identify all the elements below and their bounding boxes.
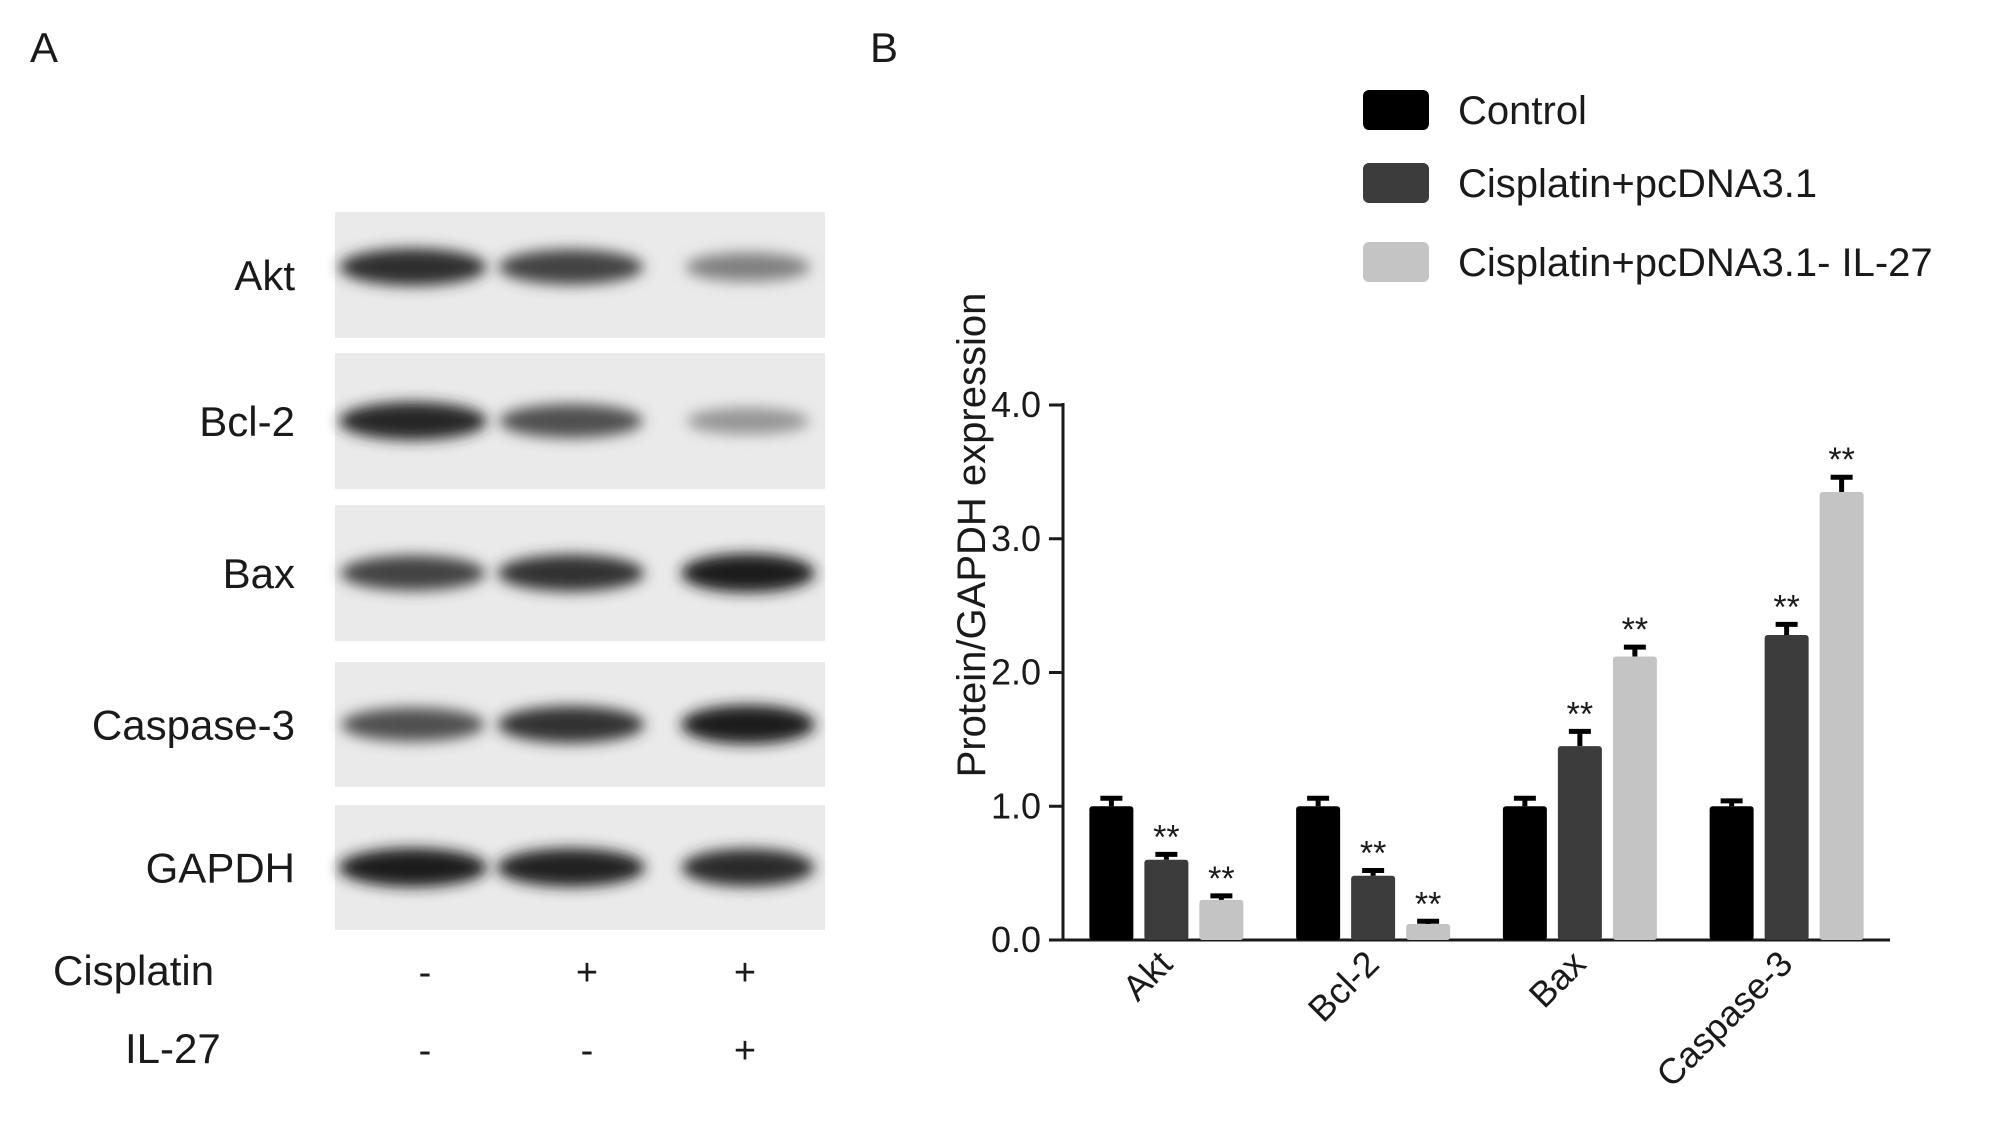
bar-control-bcl-2	[1296, 806, 1341, 940]
blot-band	[340, 555, 486, 591]
bar-group-caspase-3: ** **	[1709, 441, 1864, 940]
legend-item-cisplatin-pcdna3-1-il-27: Cisplatin+pcDNA3.1- IL-27	[1363, 241, 1933, 285]
panel-a: A Akt Bcl-2 Bax Caspase-3 GAPDH Cisplatin - + +…	[30, 24, 825, 1072]
blot-band	[497, 554, 645, 592]
legend-label: Cisplatin+pcDNA3.1	[1458, 162, 1817, 206]
blot-label-akt: Akt	[234, 252, 295, 299]
blot-band	[686, 407, 810, 435]
y-tick-label: 3.0	[991, 518, 1041, 559]
condition-sign: +	[576, 952, 598, 994]
x-tick-label-bcl-2: Bcl-2	[1300, 943, 1387, 1030]
bar-cisplatin-pcdna3-1-caspase-3	[1764, 635, 1809, 940]
bar-cisplatin-pcdna3-1-bcl-2	[1351, 875, 1396, 940]
legend-item-control: Control	[1363, 89, 1587, 133]
bar-control-bax	[1502, 806, 1547, 940]
bar-group-akt: ** **	[1089, 795, 1244, 940]
condition-label: Cisplatin	[53, 947, 214, 994]
legend-item-cisplatin-pcdna3-1: Cisplatin+pcDNA3.1	[1363, 162, 1817, 206]
y-axis-title: Protein/GAPDH expression	[950, 293, 994, 778]
y-tick-label: 4.0	[991, 384, 1041, 425]
condition-sign: -	[419, 1030, 432, 1072]
treatment-conditions: Cisplatin - + + IL-27 - - +	[53, 947, 756, 1072]
legend-swatch	[1363, 90, 1429, 130]
legend-label: Cisplatin+pcDNA3.1- IL-27	[1458, 241, 1933, 285]
blot-band	[498, 249, 644, 285]
blot-row-bcl-2: Bcl-2	[199, 353, 825, 489]
y-tick-label: 2.0	[991, 652, 1041, 693]
blot-band	[338, 848, 488, 887]
bar-cisplatin-pcdna3-1-bax	[1557, 746, 1602, 940]
western-blot: Akt Bcl-2 Bax Caspase-3 GAPDH	[92, 212, 825, 930]
blot-band	[685, 252, 811, 282]
significance-marker: **	[1360, 834, 1386, 872]
blot-band	[339, 248, 487, 286]
blot-band	[497, 706, 645, 743]
significance-marker: **	[1567, 695, 1593, 733]
y-tick-label: 1.0	[991, 785, 1041, 826]
significance-marker: **	[1622, 611, 1648, 649]
condition-row-il-27: IL-27 - - +	[125, 1025, 756, 1072]
significance-marker: **	[1208, 860, 1234, 898]
bar-group-bax: ** **	[1502, 611, 1657, 940]
bar-control-akt	[1089, 806, 1134, 940]
bar-chart: Protein/GAPDH expression 0.0 1.0 2.0 3.0 4.0…	[950, 293, 1890, 1095]
bar-cisplatin-pcdna3-1-akt	[1144, 859, 1189, 940]
blot-band	[338, 401, 488, 441]
x-tick-label-caspase-3: Caspase-3	[1648, 943, 1800, 1095]
significance-marker: **	[1773, 588, 1799, 626]
blot-label-gapdh: GAPDH	[146, 845, 295, 892]
significance-marker: **	[1153, 818, 1179, 856]
blot-band	[496, 848, 646, 887]
blot-label-caspase-3: Caspase-3	[92, 702, 295, 749]
chart-legend: Control Cisplatin+pcDNA3.1 Cisplatin+pcDNA…	[1363, 89, 1933, 285]
panel-b: B Control Cisplatin+pcDNA3.1 Cisplatin+pcD…	[870, 24, 1933, 1095]
blot-row-akt: Akt	[234, 212, 825, 338]
blot-row-bax: Bax	[223, 505, 825, 641]
significance-marker: **	[1415, 885, 1441, 923]
significance-marker: **	[1828, 441, 1854, 479]
legend-swatch	[1363, 163, 1429, 203]
blot-row-gapdh: GAPDH	[146, 805, 825, 930]
blot-label-bax: Bax	[223, 550, 295, 597]
legend-label: Control	[1458, 89, 1587, 133]
condition-sign: +	[734, 1030, 756, 1072]
bar-cisplatin-pcdna3-1-il-27-caspase-3	[1819, 491, 1864, 940]
x-tick-label-bax: Bax	[1521, 943, 1594, 1016]
blot-band	[499, 404, 643, 438]
bar-control-caspase-3	[1709, 806, 1754, 940]
bar-cisplatin-pcdna3-1-il-27-akt	[1199, 899, 1244, 940]
panel-a-letter: A	[30, 24, 58, 71]
blot-label-bcl-2: Bcl-2	[199, 398, 295, 445]
legend-swatch	[1363, 242, 1429, 282]
bar-cisplatin-pcdna3-1-il-27-bax	[1612, 656, 1657, 940]
blot-band	[680, 704, 816, 745]
blot-band	[341, 707, 485, 742]
condition-sign: -	[419, 952, 432, 994]
bar-cisplatin-pcdna3-1-il-27-bcl-2	[1406, 923, 1451, 940]
x-tick-label-akt: Akt	[1114, 943, 1180, 1009]
bar-group-bcl-2: ** **	[1296, 795, 1451, 940]
condition-sign: +	[734, 952, 756, 994]
blot-band	[680, 553, 816, 593]
panel-b-letter: B	[870, 24, 898, 71]
y-tick-label: 0.0	[991, 919, 1041, 960]
blot-row-caspase-3: Caspase-3	[92, 662, 825, 787]
condition-label: IL-27	[125, 1025, 221, 1072]
condition-row-cisplatin: Cisplatin - + +	[53, 947, 756, 994]
condition-sign: -	[581, 1030, 594, 1072]
blot-band	[681, 848, 815, 887]
